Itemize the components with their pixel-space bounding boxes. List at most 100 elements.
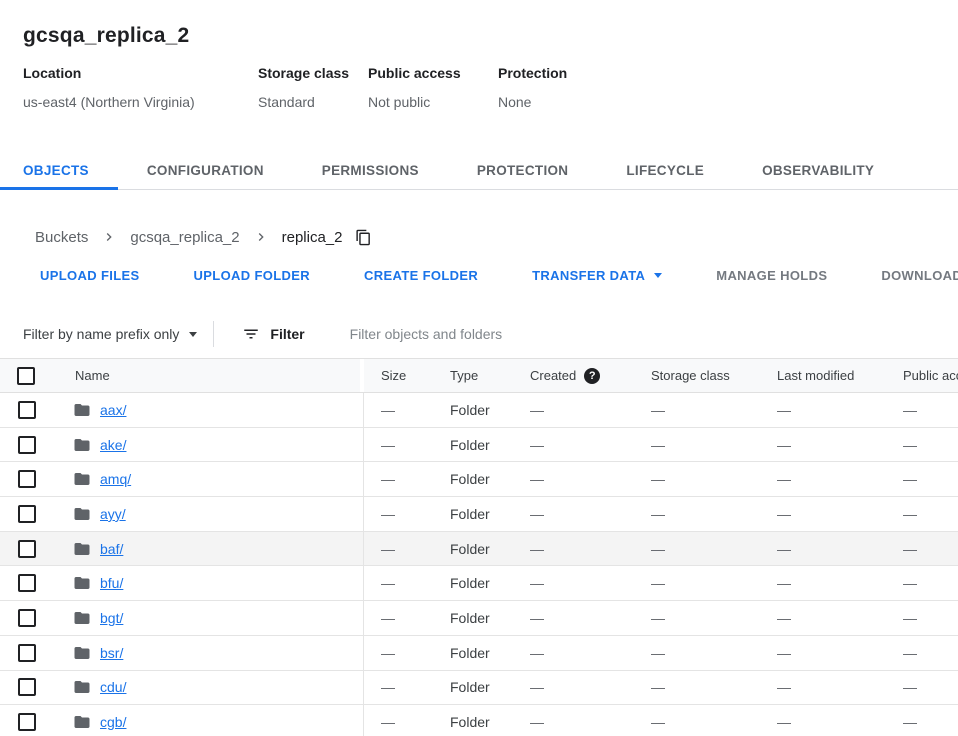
row-checkbox-cell xyxy=(0,636,56,670)
folder-icon xyxy=(73,574,91,592)
breadcrumb: Buckets gcsqa_replica_2 replica_2 xyxy=(35,227,958,247)
row-checkbox[interactable] xyxy=(18,574,36,593)
column-header-type: Type xyxy=(450,368,479,383)
last-modified-value: — xyxy=(777,505,791,522)
table-row[interactable]: cgb/ — Folder — — — — xyxy=(0,705,958,736)
column-header-size: Size xyxy=(381,368,407,383)
row-checkbox[interactable] xyxy=(18,504,36,523)
filter-scope-dropdown[interactable]: Filter by name prefix only xyxy=(23,326,198,342)
meta-label: Protection xyxy=(498,65,568,81)
row-checkbox[interactable] xyxy=(18,470,36,489)
folder-link[interactable]: ake/ xyxy=(100,436,127,453)
row-checkbox-cell xyxy=(0,705,56,736)
copy-icon[interactable] xyxy=(355,229,372,246)
folder-link[interactable]: cgb/ xyxy=(100,714,127,731)
size-value: — xyxy=(381,575,395,592)
row-checkbox[interactable] xyxy=(18,400,36,419)
storage-class-value: — xyxy=(651,540,665,557)
row-checkbox[interactable] xyxy=(18,608,36,627)
folder-icon xyxy=(73,401,91,419)
column-header-public-access: Public access xyxy=(903,368,958,383)
last-modified-value: — xyxy=(777,401,791,418)
column-header-name: Name xyxy=(56,359,364,392)
table-row[interactable]: bgt/ — Folder — — — — xyxy=(0,601,958,636)
tab-objects[interactable]: OBJECTS xyxy=(0,154,118,190)
row-name-cell: bgt/ xyxy=(56,601,364,635)
help-icon[interactable]: ? xyxy=(584,367,601,384)
folder-link[interactable]: baf/ xyxy=(100,540,124,557)
create-folder-button[interactable]: CREATE FOLDER xyxy=(348,268,494,283)
transfer-data-label: TRANSFER DATA xyxy=(532,267,646,283)
bucket-meta: Location us-east4 (Northern Virginia) St… xyxy=(23,65,958,110)
row-checkbox[interactable] xyxy=(18,643,36,662)
select-all-checkbox[interactable] xyxy=(17,366,35,385)
tab-lifecycle[interactable]: LIFECYCLE xyxy=(626,163,705,178)
breadcrumb-bucket-name[interactable]: gcsqa_replica_2 xyxy=(130,228,240,246)
size-value: — xyxy=(381,401,395,418)
folder-link[interactable]: bfu/ xyxy=(100,575,124,592)
public-access-value: — xyxy=(903,401,917,418)
folder-link[interactable]: amq/ xyxy=(100,471,132,488)
chevron-right-icon xyxy=(101,229,117,245)
table-row[interactable]: aax/ — Folder — — — — xyxy=(0,393,958,428)
created-value: — xyxy=(530,540,544,557)
row-checkbox[interactable] xyxy=(18,435,36,454)
size-value: — xyxy=(381,714,395,731)
meta-protection: Protection None xyxy=(498,65,567,110)
table-row[interactable]: amq/ — Folder — — — — xyxy=(0,462,958,498)
table-row[interactable]: cdu/ — Folder — — — — xyxy=(0,670,958,706)
folder-icon xyxy=(73,644,91,662)
filter-objects-input[interactable] xyxy=(349,326,780,342)
row-checkbox-cell xyxy=(0,671,56,705)
breadcrumb-buckets[interactable]: Buckets xyxy=(35,228,89,246)
size-value: — xyxy=(381,471,395,488)
last-modified-value: — xyxy=(777,679,791,696)
size-value: — xyxy=(381,540,395,557)
size-value: — xyxy=(381,436,395,453)
table-row[interactable]: ayy/ — Folder — — — — xyxy=(0,497,958,532)
row-checkbox[interactable] xyxy=(18,713,36,732)
table-row[interactable]: bsr/ — Folder — — — — xyxy=(0,635,958,671)
created-label: Created xyxy=(530,368,577,383)
tab-permissions[interactable]: PERMISSIONS xyxy=(321,163,419,178)
row-checkbox[interactable] xyxy=(18,678,36,697)
folder-link[interactable]: aax/ xyxy=(100,401,127,418)
row-checkbox-cell xyxy=(0,532,56,566)
meta-value: Standard xyxy=(258,94,315,110)
transfer-data-button[interactable]: TRANSFER DATA xyxy=(516,268,678,283)
row-name-cell: aax/ xyxy=(56,393,364,427)
meta-label: Storage class xyxy=(258,65,350,81)
storage-class-value: — xyxy=(651,679,665,696)
row-checkbox[interactable] xyxy=(18,539,36,558)
column-header-last-modified: Last modified xyxy=(777,368,855,383)
tab-observability[interactable]: OBSERVABILITY xyxy=(762,163,875,178)
last-modified-value: — xyxy=(777,471,791,488)
public-access-value: — xyxy=(903,505,917,522)
upload-folder-button[interactable]: UPLOAD FOLDER xyxy=(178,268,327,283)
manage-holds-button: MANAGE HOLDS xyxy=(700,268,843,283)
size-value: — xyxy=(381,644,395,661)
type-value: Folder xyxy=(450,679,490,696)
table-row[interactable]: baf/ — Folder — — — — xyxy=(0,531,958,567)
row-checkbox-cell xyxy=(0,601,56,635)
type-value: Folder xyxy=(450,644,490,661)
folder-link[interactable]: bsr/ xyxy=(100,644,124,661)
tab-protection[interactable]: PROTECTION xyxy=(476,163,569,178)
folder-link[interactable]: ayy/ xyxy=(100,505,126,522)
folder-link[interactable]: cdu/ xyxy=(100,679,127,696)
tab-configuration[interactable]: CONFIGURATION xyxy=(146,163,264,178)
folder-link[interactable]: bgt/ xyxy=(100,609,124,626)
chevron-right-icon xyxy=(253,229,269,245)
header-checkbox-cell xyxy=(0,359,56,392)
meta-location: Location us-east4 (Northern Virginia) xyxy=(23,65,258,110)
table-row[interactable]: ake/ — Folder — — — — xyxy=(0,427,958,463)
divider xyxy=(213,321,215,347)
storage-class-value: — xyxy=(651,505,665,522)
storage-class-value: — xyxy=(651,575,665,592)
table-header: Name Size Type Created ? Storage class L… xyxy=(0,358,958,393)
table-row[interactable]: bfu/ — Folder — — — — xyxy=(0,566,958,602)
column-header-created: Created ? xyxy=(513,359,634,392)
created-value: — xyxy=(530,505,544,522)
upload-files-button[interactable]: UPLOAD FILES xyxy=(24,268,156,283)
breadcrumb-current-folder: replica_2 xyxy=(281,228,343,246)
